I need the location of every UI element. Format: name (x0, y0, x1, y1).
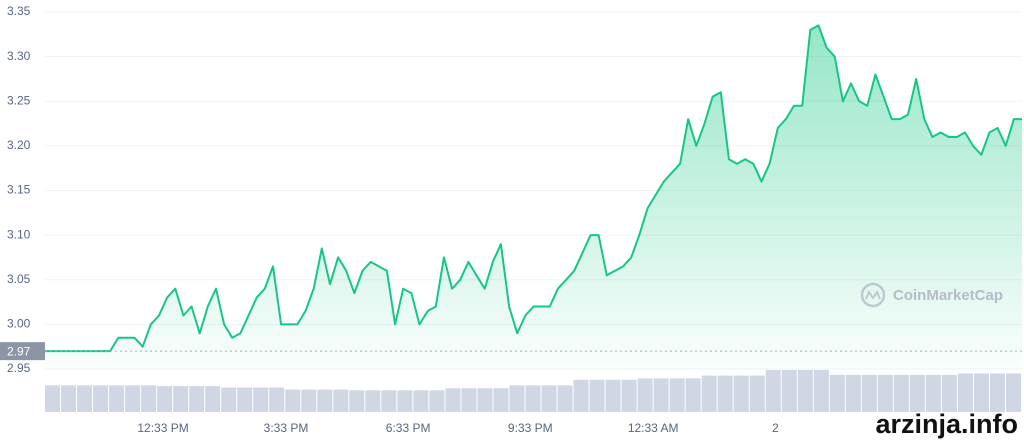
volume-bar (77, 385, 93, 412)
site-watermark: arzinja.info (875, 409, 1018, 439)
volume-bar (445, 388, 461, 412)
volume-bar (541, 385, 557, 412)
x-tick-label: 9:33 PM (508, 421, 553, 435)
price-area (45, 25, 1022, 370)
y-tick-label: 3.20 (7, 138, 31, 152)
volume-bar (589, 379, 605, 412)
volume-bar (93, 385, 109, 412)
volume-bar (45, 385, 61, 412)
volume-bar (509, 385, 525, 412)
volume-bar (733, 375, 749, 412)
volume-bar (397, 390, 413, 412)
volume-bar (173, 386, 189, 412)
y-tick-label: 3.05 (7, 272, 31, 286)
watermark: CoinMarketCap (893, 287, 1003, 304)
volume-bar (557, 385, 573, 412)
price-line (45, 24, 1022, 353)
volume-bar (669, 378, 685, 412)
volume-bar (333, 389, 349, 412)
volume-bar (205, 386, 221, 412)
volume-bar (909, 374, 925, 412)
volume-bar (109, 385, 125, 412)
y-tick-label: 3.30 (7, 49, 31, 63)
y-tick-label: 3.10 (7, 227, 31, 241)
x-tick-label: 12:33 PM (137, 421, 188, 435)
volume-bar (141, 385, 157, 412)
volume-bar (349, 390, 365, 412)
volume-bar (429, 390, 445, 412)
volume-bar (941, 374, 957, 412)
x-tick-label: 2 (772, 421, 779, 435)
volume-bar (61, 385, 77, 412)
volume-bar (573, 379, 589, 412)
current-price-badge (0, 342, 45, 361)
x-tick-label: 12:33 AM (628, 421, 679, 435)
volume-bar (637, 378, 653, 412)
volume-bar (365, 390, 381, 412)
volume-bar (381, 390, 397, 412)
volume-bar (973, 373, 989, 412)
volume-bar (317, 389, 333, 412)
volume-bar (461, 388, 477, 412)
volume-bar (605, 379, 621, 412)
volume-bar (157, 386, 173, 412)
volume-bar (237, 387, 253, 412)
y-tick-label: 3.15 (7, 183, 31, 197)
volume-bar (685, 378, 701, 412)
volume-bar (957, 373, 973, 412)
volume-bar (269, 387, 285, 412)
volume-bar (189, 386, 205, 412)
volume-bar (893, 374, 909, 412)
volume-bar (653, 378, 669, 412)
volume-bar (285, 389, 301, 412)
y-tick-label: 3.00 (7, 317, 31, 331)
volume-bar (413, 390, 429, 412)
volume-bar (493, 388, 509, 412)
volume-bar (877, 374, 893, 412)
volume-bar (781, 370, 797, 412)
volume-bar (717, 375, 733, 412)
volume-bar (765, 370, 781, 412)
volume-bar (701, 375, 717, 412)
y-tick-label: 2.95 (7, 361, 31, 375)
volume-bar (621, 379, 637, 412)
volume-bar (829, 374, 845, 412)
volume-bar (477, 388, 493, 412)
x-tick-label: 3:33 PM (264, 421, 309, 435)
x-tick-label: 6:33 PM (386, 421, 431, 435)
volume-bar (861, 374, 877, 412)
volume-bar (525, 385, 541, 412)
volume-bar (797, 370, 813, 412)
volume-bar (301, 389, 317, 412)
volume-bar (1005, 373, 1021, 412)
current-price-label: 2.97 (7, 344, 31, 358)
volume-bar (125, 385, 141, 412)
volume-bar (845, 374, 861, 412)
volume-bar (925, 374, 941, 412)
volume-bar (749, 375, 765, 412)
y-tick-label: 3.35 (7, 4, 31, 18)
y-tick-label: 3.25 (7, 93, 31, 107)
volume-bar (813, 370, 829, 412)
volume-bar (253, 387, 269, 412)
volume-bar (221, 387, 237, 412)
watermark-logo (860, 282, 886, 308)
volume-bar (989, 373, 1005, 412)
